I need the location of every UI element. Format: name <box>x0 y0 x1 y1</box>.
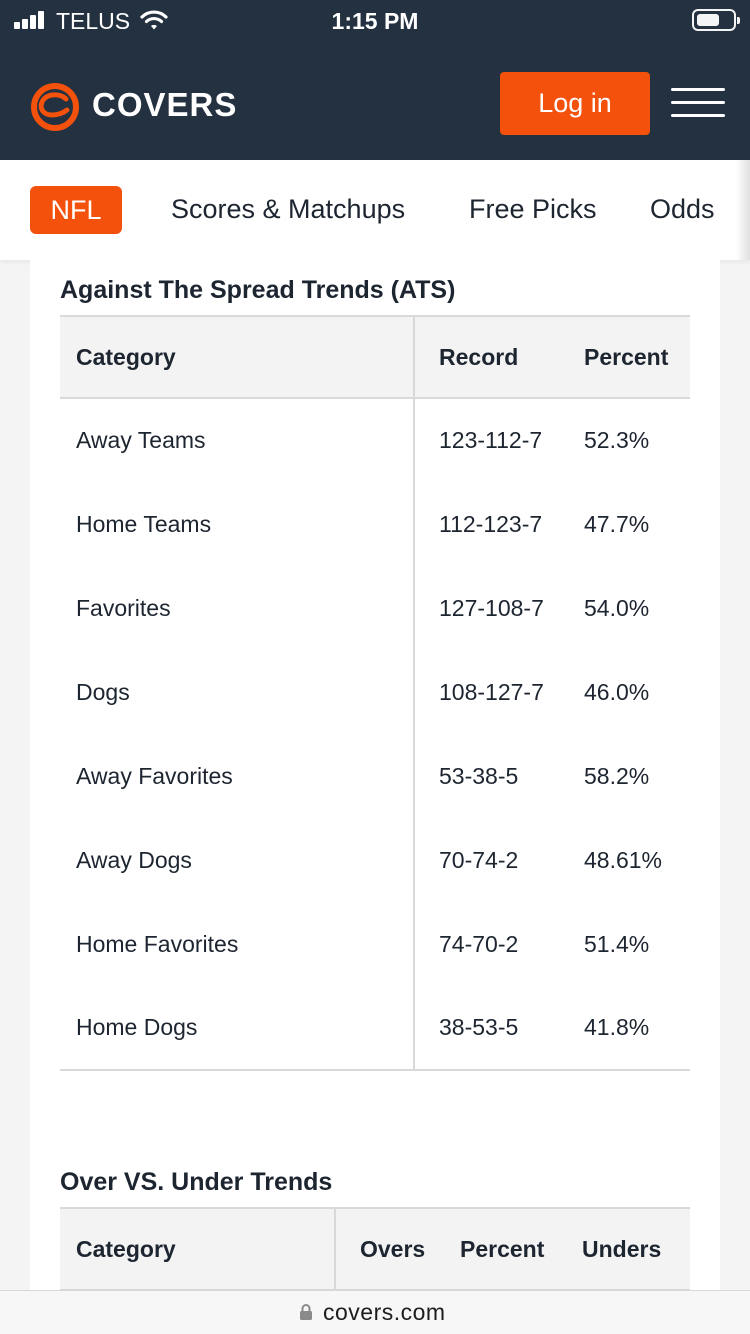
covers-logo-icon[interactable] <box>30 82 80 132</box>
ats-category-cell: Home Teams <box>76 511 212 537</box>
ats-percent-cell: 47.7% <box>584 511 650 537</box>
ats-table: Category Record Percent Away Teams 123-1… <box>60 315 690 1071</box>
ats-percent-cell: 48.61% <box>584 847 663 873</box>
carrier-name: TELUS <box>56 8 131 34</box>
ats-category-cell: Away Teams <box>76 427 206 453</box>
nav-item-free-picks[interactable]: Free Picks <box>469 194 597 224</box>
ou-section-title: Over VS. Under Trends <box>60 1168 333 1196</box>
signal-icon <box>14 11 46 29</box>
site-header: COVERS Log in <box>0 40 750 160</box>
ats-percent-cell: 58.2% <box>584 763 650 789</box>
nav-scroll-fade <box>736 160 750 260</box>
login-button[interactable]: Log in <box>500 72 650 135</box>
ats-table-bottom-border <box>60 1069 690 1071</box>
clock: 1:15 PM <box>331 8 419 34</box>
ats-category-cell: Home Favorites <box>76 931 239 957</box>
hamburger-menu-icon[interactable] <box>671 88 725 118</box>
ats-category-cell: Away Favorites <box>76 763 233 789</box>
ats-record-cell: 70-74-2 <box>439 847 519 873</box>
status-bar: TELUS 1:15 PM <box>0 0 750 40</box>
ats-percent-cell: 52.3% <box>584 427 650 453</box>
ats-record-cell: 112-123-7 <box>439 511 543 537</box>
browser-url-bar[interactable]: covers.com <box>0 1290 750 1334</box>
ats-percent-cell: 41.8% <box>584 1014 650 1040</box>
ats-percent-cell: 51.4% <box>584 931 650 957</box>
ats-record-cell: 38-53-5 <box>439 1014 519 1040</box>
ou-table: Category Overs Percent Unders <box>60 1207 690 1290</box>
ats-record-cell: 53-38-5 <box>439 763 519 789</box>
battery-icon <box>692 9 740 31</box>
ats-record-cell: 123-112-7 <box>439 427 543 453</box>
logo-text[interactable]: COVERS <box>92 86 238 123</box>
ats-percent-cell: 46.0% <box>584 679 650 705</box>
ou-column-divider <box>334 1207 336 1290</box>
ou-col-category: Category <box>76 1236 176 1262</box>
ats-category-cell: Away Dogs <box>76 847 192 873</box>
ats-record-cell: 74-70-2 <box>439 931 519 957</box>
nav-item-scores-matchups[interactable]: Scores & Matchups <box>171 194 406 224</box>
ats-column-divider <box>413 315 415 1071</box>
main-content: Against The Spread Trends (ATS) Category… <box>30 260 720 1290</box>
ats-record-cell: 108-127-7 <box>439 679 544 705</box>
ats-record-cell: 127-108-7 <box>439 595 544 621</box>
ats-percent-cell: 54.0% <box>584 595 650 621</box>
sport-nav: NFL Scores & Matchups Free Picks Odds <box>0 160 750 260</box>
ou-col-overs: Overs <box>360 1236 426 1262</box>
ats-col-category: Category <box>76 344 176 370</box>
ats-col-record: Record <box>439 344 519 370</box>
ats-section-title: Against The Spread Trends (ATS) <box>60 276 456 304</box>
nav-item-odds[interactable]: Odds <box>650 194 715 224</box>
ou-table-header <box>60 1207 690 1290</box>
nav-tab-nfl[interactable]: NFL <box>30 186 122 234</box>
ats-category-cell: Favorites <box>76 595 171 621</box>
url-text[interactable]: covers.com <box>323 1299 446 1325</box>
wifi-icon <box>140 10 168 30</box>
ats-category-cell: Dogs <box>76 679 130 705</box>
ats-table-header <box>60 315 690 399</box>
ou-col-unders: Unders <box>582 1236 662 1262</box>
ou-col-percent: Percent <box>460 1236 545 1262</box>
lock-icon <box>300 1304 312 1320</box>
ats-category-cell: Home Dogs <box>76 1014 198 1040</box>
ats-col-percent: Percent <box>584 344 669 370</box>
